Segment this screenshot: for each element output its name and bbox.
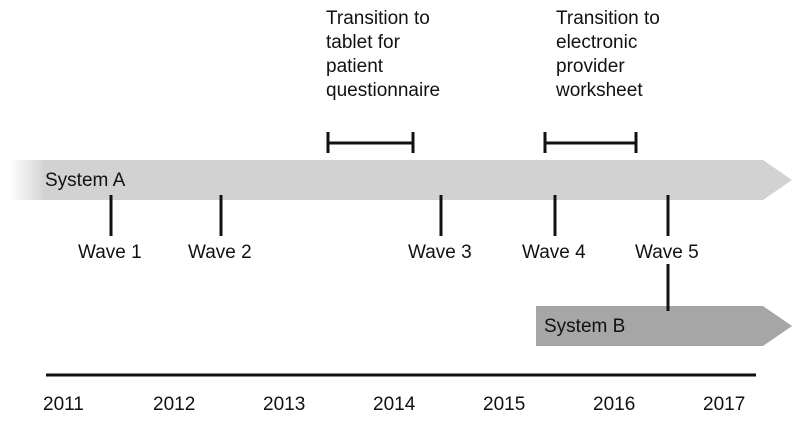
system-b-label: System B (544, 316, 626, 337)
year-2017: 2017 (703, 394, 746, 415)
wave-5-label: Wave 5 (635, 242, 699, 263)
year-2014: 2014 (373, 394, 416, 415)
system-a-label: System A (45, 170, 126, 191)
wave-1-label: Wave 1 (78, 242, 142, 263)
year-2011: 2011 (43, 394, 84, 415)
year-2016: 2016 (593, 394, 636, 415)
wave-4-label: Wave 4 (522, 242, 586, 263)
system-a-arrow (10, 160, 792, 200)
year-2013: 2013 (263, 394, 306, 415)
year-2012: 2012 (153, 394, 196, 415)
transition-2-label: Transition to electronic provider worksh… (556, 8, 660, 101)
transition-2-bracket (543, 132, 638, 153)
wave-2-label: Wave 2 (188, 242, 252, 263)
year-2015: 2015 (483, 394, 526, 415)
system-b-arrow (536, 306, 792, 346)
transition-1-bracket (326, 132, 415, 153)
transition-1-label: Transition to tablet for patient questio… (326, 8, 441, 101)
wave-3-label: Wave 3 (408, 242, 472, 263)
